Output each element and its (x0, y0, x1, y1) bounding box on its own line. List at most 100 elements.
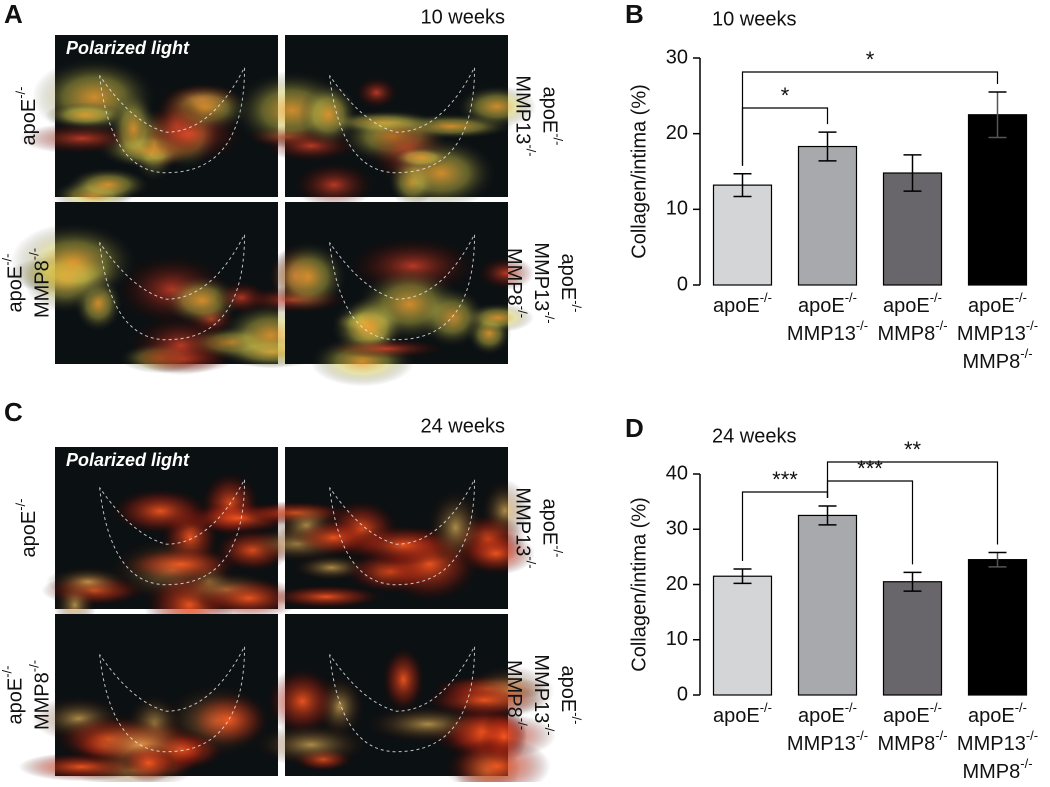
label-group: apoE-/-MMP13-/-MMP8-/- (957, 290, 1038, 373)
label-base: apoE (883, 295, 930, 317)
significance-label: * (781, 83, 790, 108)
label-group: apoE-/-MMP8-/- (877, 700, 947, 755)
panel-letter: D (625, 413, 644, 443)
label-line: MMP8-/- (503, 248, 530, 318)
label-group: apoE-/-MMP13-/-MMP8-/- (957, 700, 1038, 783)
label-base: MMP8 (877, 323, 935, 345)
bar (967, 114, 1028, 286)
label-line: apoE-/- (713, 700, 772, 727)
label-group: apoE-/-MMP13-/- (787, 700, 868, 755)
label-base: MMP13 (530, 654, 552, 723)
y-tick-label: 20 (666, 573, 688, 595)
bar (797, 514, 858, 696)
bar (797, 145, 858, 286)
label-sup: -/- (845, 700, 857, 715)
significance-label: *** (857, 456, 883, 481)
chart-title: 24 weeks (712, 425, 797, 447)
tissue (45, 566, 131, 598)
label-base: apoE (18, 99, 40, 146)
label-sup: -/- (569, 712, 584, 724)
bar (712, 575, 773, 696)
tissue (129, 315, 233, 376)
label-sup: -/- (1015, 700, 1027, 715)
label-base: MMP13 (530, 242, 552, 311)
tissue (391, 146, 451, 169)
label-sup: -/- (0, 666, 15, 678)
label-line: MMP13-/- (957, 728, 1038, 755)
label-sup: -/- (13, 87, 28, 99)
label-base: MMP8 (503, 660, 525, 718)
label-group: apoE-/-MMP13-/-MMP8-/- (503, 242, 584, 323)
label-line: apoE-/- (0, 666, 27, 725)
label-sup: -/- (856, 728, 868, 743)
label-sup: -/- (550, 545, 565, 557)
label-line: MMP13-/- (787, 318, 868, 345)
label-sup: -/- (935, 318, 947, 333)
tissue (67, 167, 150, 202)
label-group: apoE-/-MMP13-/- (511, 487, 565, 568)
label-sup: -/- (515, 718, 530, 730)
tissue (266, 666, 339, 736)
label-sup: -/- (523, 556, 538, 568)
label-base: apoE (798, 705, 845, 727)
label-base: MMP8 (32, 260, 54, 318)
label-base: MMP8 (962, 761, 1020, 782)
tissue (252, 723, 370, 767)
label-line: MMP13-/- (511, 75, 538, 156)
label-line: apoE-/- (0, 254, 27, 313)
label-base: apoE (557, 254, 579, 301)
overlay-label: Polarized light (66, 450, 190, 470)
label-group: apoE-/-MMP8-/- (877, 290, 947, 345)
label-sup: -/- (0, 254, 15, 266)
label-line: MMP13-/- (957, 318, 1038, 345)
tissue (457, 532, 535, 576)
panel-letter: C (4, 397, 23, 427)
label-base: apoE (883, 705, 930, 727)
label-sup: -/- (760, 700, 772, 715)
label-line: MMP13-/- (787, 728, 868, 755)
tissue (327, 338, 445, 359)
timepoint: 24 weeks (421, 415, 506, 437)
label-group: apoE-/-MMP13-/- (511, 75, 565, 156)
label-line: apoE-/- (13, 87, 40, 146)
label-group: apoE-/- (713, 700, 772, 727)
significance-label: ** (904, 437, 922, 462)
label-base: MMP13 (511, 487, 533, 556)
label-line: apoE-/- (798, 700, 857, 727)
label-base: apoE (557, 666, 579, 713)
label-group: apoE-/- (713, 290, 772, 317)
tissue (381, 646, 426, 713)
label-sup: -/- (845, 290, 857, 305)
label-sup: -/- (13, 499, 28, 511)
tissue (293, 161, 375, 209)
panel-letter: B (625, 0, 644, 29)
y-tick-label: 0 (677, 273, 688, 295)
label-sup: -/- (515, 306, 530, 318)
label-base: apoE (968, 705, 1015, 727)
label-base: MMP8 (32, 672, 54, 730)
chart-title: 10 weeks (712, 8, 797, 30)
label-line: MMP13-/- (511, 487, 538, 568)
label-line: apoE-/- (538, 499, 565, 558)
label-sup: -/- (930, 700, 942, 715)
label-line: apoE-/- (557, 254, 584, 313)
label-line: MMP13-/- (530, 242, 557, 323)
y-tick-label: 40 (666, 462, 688, 484)
tissue (422, 682, 547, 718)
label-base: MMP13 (957, 733, 1026, 755)
tissue (10, 222, 137, 301)
significance-bracket (826, 461, 999, 545)
bar (967, 559, 1028, 696)
tissue (477, 256, 535, 290)
label-base: MMP13 (957, 323, 1026, 345)
label-line: apoE-/- (557, 666, 584, 725)
label-line: MMP13-/- (530, 654, 557, 735)
tissue (45, 102, 126, 128)
label-group: apoE-/-MMP13-/-MMP8-/- (503, 654, 584, 735)
label-sup: -/- (542, 723, 557, 735)
label-base: apoE (798, 295, 845, 317)
bar (712, 184, 773, 286)
label-line: apoE-/- (713, 290, 772, 317)
timepoint: 10 weeks (421, 6, 506, 28)
label-group: apoE-/- (13, 87, 40, 146)
